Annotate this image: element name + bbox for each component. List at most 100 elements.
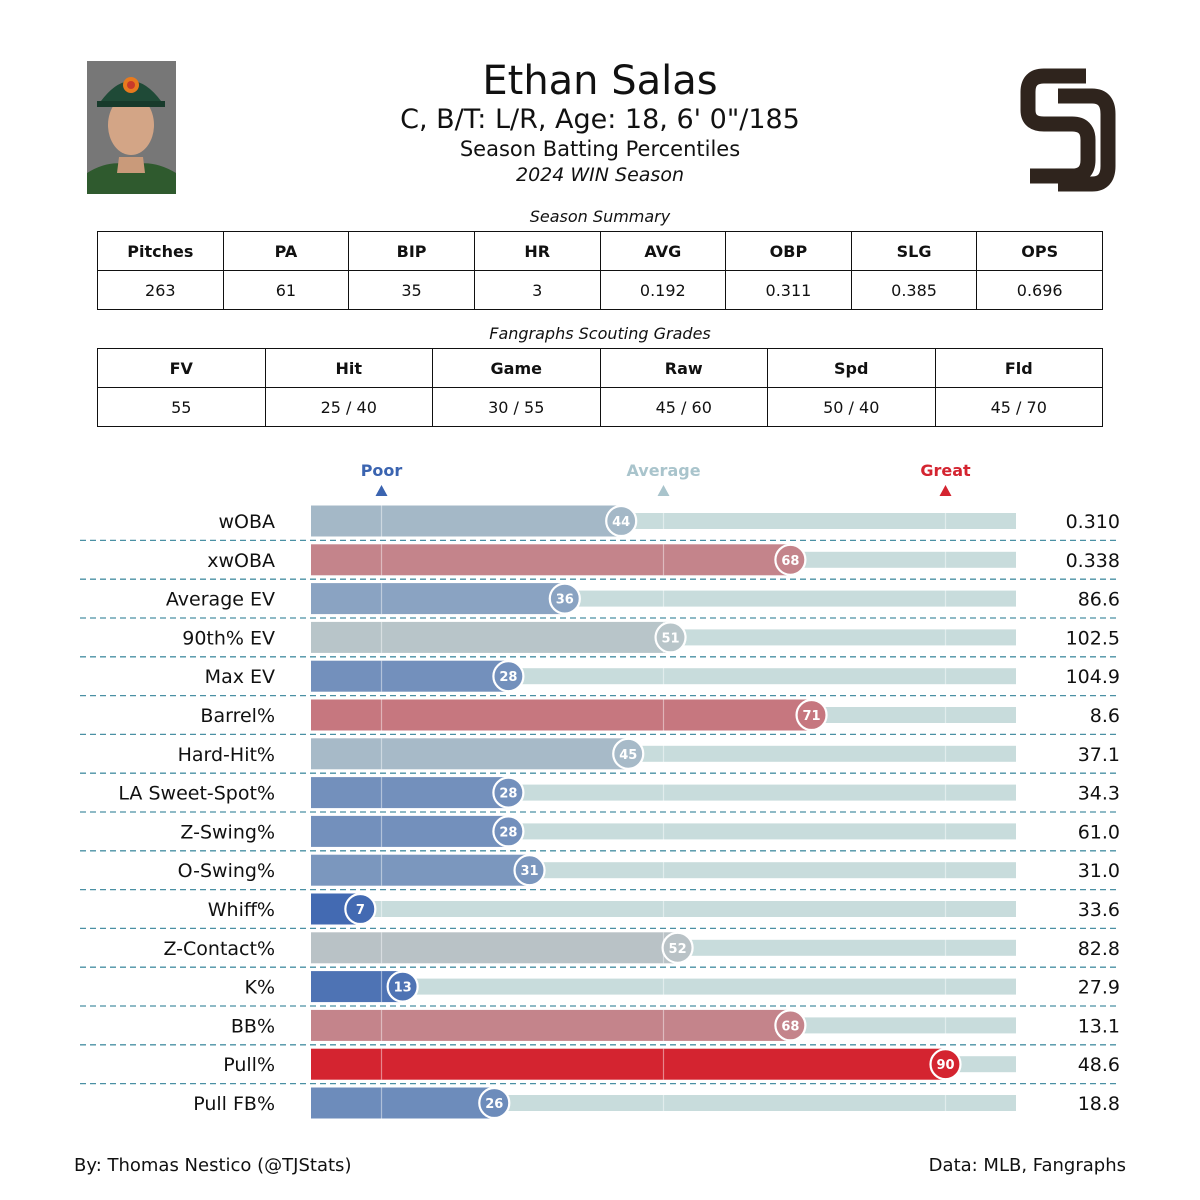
report-title: Season Batting Percentiles <box>459 137 741 161</box>
bar-pull-fb- <box>311 1087 495 1119</box>
percentile-circle-xwoba <box>774 543 807 576</box>
bar-xwoba <box>311 544 791 576</box>
season-summary-table: Pitches PA BIP HR AVG OBP SLG OPS 263 61… <box>97 231 1103 310</box>
summary-value-pa: 61 <box>222 270 350 310</box>
category-label-k-: K% <box>244 977 275 999</box>
percentile-label-pull-fb-: 26 <box>485 1097 503 1112</box>
summary-header-slg: SLG <box>850 231 978 271</box>
grades-header-spd: Spd <box>767 348 936 388</box>
percentile-label-average-ev: 36 <box>556 593 574 608</box>
percentile-circle-average-ev <box>548 582 581 615</box>
summary-header-hr: HR <box>473 231 601 271</box>
summary-header-ops: OPS <box>976 231 1103 271</box>
percentile-circle-hard-hit- <box>612 737 645 770</box>
bar-90th-ev <box>311 621 671 653</box>
grades-header-fv: FV <box>97 348 266 388</box>
report-season: 2024 WIN Season <box>516 164 684 186</box>
summary-value-ops: 0.696 <box>976 270 1103 310</box>
bar-track-k- <box>311 978 1016 995</box>
marker-label-poor: Poor <box>361 461 403 480</box>
footer-credit: By: Thomas Nestico (@TJStats) <box>74 1155 352 1176</box>
bar-hard-hit- <box>311 738 629 770</box>
summary-value-bip: 35 <box>348 270 475 310</box>
bar-o-swing- <box>311 854 530 886</box>
summary-header-pa: PA <box>222 231 350 271</box>
stat-value-woba: 0.310 <box>1066 511 1120 533</box>
grades-value-raw: 45 / 60 <box>599 387 768 427</box>
grades-header-hit: Hit <box>264 348 433 388</box>
stat-value-max-ev: 104.9 <box>1066 666 1120 688</box>
marker-triangle-average-icon <box>657 485 670 496</box>
stat-value-pull-fb-: 18.8 <box>1078 1093 1120 1115</box>
bar-max-ev <box>311 660 509 692</box>
category-label-xwoba: xwOBA <box>207 550 275 572</box>
percentile-circle-barrel- <box>795 698 828 732</box>
bar-average-ev <box>311 583 565 615</box>
stat-value-90th-ev: 102.5 <box>1066 627 1120 649</box>
percentile-circle-max-ev <box>492 660 525 693</box>
stat-value-hard-hit-: 37.1 <box>1078 744 1120 766</box>
category-label-la-sweet-spot-: LA Sweet-Spot% <box>118 783 275 805</box>
stat-value-z-contact-: 82.8 <box>1078 938 1120 960</box>
percentile-label-woba: 44 <box>612 515 630 530</box>
percentile-label-z-swing-: 28 <box>499 825 517 840</box>
category-label-hard-hit-: Hard-Hit% <box>178 744 275 766</box>
category-label-whiff-: Whiff% <box>208 899 275 921</box>
percentile-label-bb-: 68 <box>781 1019 799 1034</box>
stat-value-o-swing-: 31.0 <box>1078 860 1120 882</box>
summary-caption: Season Summary <box>529 207 671 226</box>
percentile-bar-chart: Poor Average Great 44 wOBA 0.310 68 xwOBA 0.338 3… <box>80 461 1120 1120</box>
percentile-circle-la-sweet-spot- <box>492 776 525 809</box>
marker-triangle-great-icon <box>939 485 952 496</box>
percentile-circle-woba <box>605 504 638 538</box>
percentile-circle-z-swing- <box>492 815 525 848</box>
percentile-circle-z-contact- <box>661 931 694 964</box>
marker-triangle-poor-icon <box>375 485 388 496</box>
player-info: C, B/T: L/R, Age: 18, 6' 0"/185 <box>400 104 800 135</box>
summary-value-pitches: 263 <box>97 270 224 310</box>
grades-value-fv: 55 <box>97 387 266 427</box>
category-label-bb-: BB% <box>231 1015 275 1037</box>
summary-value-slg: 0.385 <box>850 270 978 310</box>
category-label-woba: wOBA <box>218 511 275 533</box>
grades-header-fld: Fld <box>934 348 1103 388</box>
percentile-circle-k- <box>386 970 419 1003</box>
stat-value-barrel-: 8.6 <box>1090 705 1120 727</box>
stat-value-la-sweet-spot-: 34.3 <box>1078 783 1120 805</box>
bar-pull- <box>311 1048 946 1080</box>
category-label-pull-fb-: Pull FB% <box>193 1093 275 1115</box>
stat-value-average-ev: 86.6 <box>1078 589 1120 611</box>
bar-track-whiff- <box>311 901 1016 917</box>
percentile-label-max-ev: 28 <box>499 670 517 685</box>
grades-value-game: 30 / 55 <box>432 387 601 427</box>
grades-caption: Fangraphs Scouting Grades <box>489 324 711 343</box>
summary-value-obp: 0.311 <box>725 270 852 310</box>
percentile-circle-bb- <box>774 1009 807 1042</box>
summary-header-pitches: Pitches <box>97 231 224 271</box>
stat-value-k-: 27.9 <box>1078 977 1120 999</box>
percentile-label-xwoba: 68 <box>781 554 799 569</box>
stat-value-z-swing-: 61.0 <box>1078 821 1120 843</box>
percentile-circle-whiff- <box>344 892 377 926</box>
player-name: Ethan Salas <box>482 58 718 104</box>
category-label-z-contact-: Z-Contact% <box>163 938 275 960</box>
stat-value-pull-: 48.6 <box>1078 1054 1120 1076</box>
summary-value-avg: 0.192 <box>599 270 727 310</box>
summary-header-avg: AVG <box>599 231 727 271</box>
category-label-90th-ev: 90th% EV <box>182 627 275 649</box>
category-label-z-swing-: Z-Swing% <box>180 821 275 843</box>
stat-value-xwoba: 0.338 <box>1066 550 1120 572</box>
marker-label-average: Average <box>626 461 700 480</box>
percentile-circle-90th-ev <box>654 621 687 654</box>
percentile-label-hard-hit-: 45 <box>619 748 637 763</box>
percentile-circle-pull- <box>929 1048 962 1081</box>
bar-bb- <box>311 1009 791 1041</box>
player-headshot <box>87 61 176 194</box>
percentile-label-barrel-: 71 <box>803 709 821 724</box>
summary-header-bip: BIP <box>348 231 475 271</box>
footer-source: Data: MLB, Fangraphs <box>928 1155 1126 1176</box>
bar-z-swing- <box>311 815 509 847</box>
bar-z-contact- <box>311 932 678 964</box>
percentile-label-la-sweet-spot-: 28 <box>499 787 517 802</box>
percentile-circle-o-swing- <box>513 854 546 887</box>
